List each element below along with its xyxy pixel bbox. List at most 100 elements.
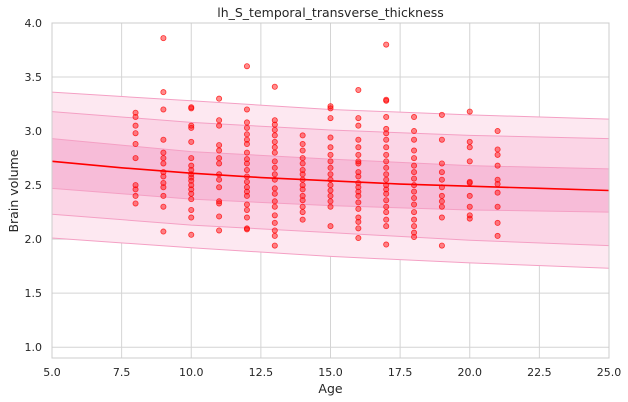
data-point [466, 215, 473, 222]
data-point [299, 132, 306, 139]
data-point [216, 117, 223, 124]
fit-line [51, 160, 610, 192]
data-point [411, 209, 418, 216]
data-point [383, 190, 390, 197]
data-point [216, 227, 223, 234]
data-point [466, 192, 473, 199]
data-point [271, 149, 278, 156]
data-point [271, 164, 278, 171]
data-point [494, 219, 501, 226]
x-tick-label: 17.5 [388, 366, 413, 379]
data-point [383, 158, 390, 165]
data-point [243, 131, 250, 138]
data-point [188, 196, 195, 203]
data-point [132, 155, 139, 162]
data-point [355, 158, 362, 165]
data-point [132, 182, 139, 189]
fit-line-layer [51, 160, 610, 192]
data-point [299, 197, 306, 204]
data-point [243, 160, 250, 167]
data-point [271, 242, 278, 249]
data-point [466, 158, 473, 165]
data-point [494, 203, 501, 210]
data-point [243, 149, 250, 156]
data-point [383, 176, 390, 183]
data-point [383, 97, 390, 104]
data-point [243, 214, 250, 221]
data-point [188, 122, 195, 129]
data-point [494, 181, 501, 188]
data-point [383, 114, 390, 121]
data-point [271, 132, 278, 139]
data-point [132, 186, 139, 193]
data-point [383, 41, 390, 48]
data-point [299, 141, 306, 148]
x-axis-label: Age [318, 381, 342, 396]
data-point [355, 214, 362, 221]
data-point [216, 147, 223, 154]
data-point [383, 203, 390, 210]
data-point [271, 227, 278, 234]
data-point [411, 136, 418, 143]
x-tick-label: 5.0 [43, 366, 61, 379]
data-point [438, 160, 445, 167]
data-point [494, 189, 501, 196]
y-tick-label: 3.5 [25, 71, 43, 84]
data-point [355, 87, 362, 94]
data-point [299, 182, 306, 189]
data-point [383, 241, 390, 248]
data-point [327, 103, 334, 110]
data-point [243, 226, 250, 233]
data-point [216, 184, 223, 191]
y-tick-label: 2.5 [25, 179, 43, 192]
data-point [160, 228, 167, 235]
data-point [327, 198, 334, 205]
data-point [243, 201, 250, 208]
data-point [188, 190, 195, 197]
data-point [411, 201, 418, 208]
data-point [132, 130, 139, 137]
data-point [160, 192, 167, 199]
data-point [327, 158, 334, 165]
data-point [327, 134, 334, 141]
data-point [188, 162, 195, 169]
x-tick-label: 7.5 [113, 366, 131, 379]
data-point [411, 162, 418, 169]
data-point [355, 199, 362, 206]
data-point [188, 186, 195, 193]
data-point [160, 35, 167, 42]
data-point [411, 229, 418, 236]
data-point [355, 115, 362, 122]
data-point [243, 156, 250, 163]
data-point [299, 203, 306, 210]
y-tick-label: 2.0 [25, 233, 43, 246]
data-point [466, 138, 473, 145]
data-point [160, 203, 167, 210]
data-point [411, 169, 418, 176]
data-point [216, 160, 223, 167]
data-point [243, 106, 250, 113]
y-tick-label: 1.5 [25, 287, 43, 300]
data-point [243, 178, 250, 185]
data-point [327, 223, 334, 230]
data-point [160, 160, 167, 167]
data-point [271, 138, 278, 145]
data-point [160, 179, 167, 186]
data-point [355, 144, 362, 151]
data-point [299, 171, 306, 178]
data-point [243, 119, 250, 126]
data-point [216, 122, 223, 129]
band-middle-upper-edge [51, 111, 610, 140]
data-point [466, 179, 473, 186]
x-tick-label: 20.0 [458, 366, 483, 379]
data-point [216, 155, 223, 162]
data-point [160, 173, 167, 180]
data-point [243, 141, 250, 148]
data-point [355, 136, 362, 143]
data-point [243, 184, 250, 191]
data-point [299, 209, 306, 216]
data-point [132, 192, 139, 199]
data-point [188, 155, 195, 162]
band-middle-lower-edge [51, 213, 610, 247]
